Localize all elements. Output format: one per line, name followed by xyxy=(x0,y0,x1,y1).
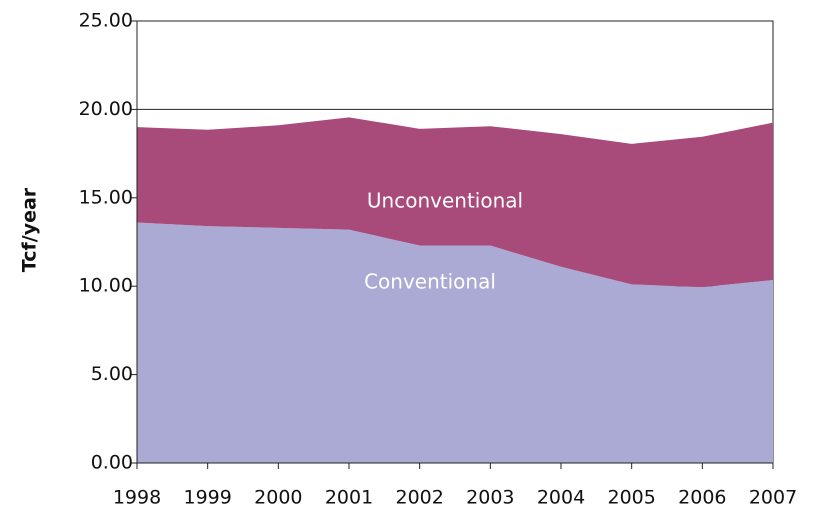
area xyxy=(137,222,773,463)
area-label: Unconventional xyxy=(367,189,523,213)
x-tick-label: 1998 xyxy=(113,487,161,509)
x-tick-label: 1999 xyxy=(183,487,231,509)
y-tick-label: 15.00 xyxy=(79,186,133,208)
x-tick-label: 2003 xyxy=(466,487,514,509)
area-label: Conventional xyxy=(364,270,496,294)
y-tick-label: 20.00 xyxy=(79,98,133,120)
x-tick-label: 2007 xyxy=(749,487,797,509)
y-tick-label: 5.00 xyxy=(91,363,133,385)
x-tick-label: 2000 xyxy=(254,487,302,509)
area xyxy=(137,117,773,288)
x-tick-label: 2004 xyxy=(537,487,585,509)
x-tick-label: 2002 xyxy=(395,487,443,509)
y-tick-label: 25.00 xyxy=(79,10,133,32)
x-tick-label: 2001 xyxy=(325,487,373,509)
y-tick-label: 0.00 xyxy=(91,452,133,474)
y-axis-label: Tcf/year xyxy=(19,187,41,272)
y-tick-label: 10.00 xyxy=(79,275,133,297)
x-tick-label: 2005 xyxy=(607,487,655,509)
x-tick-label: 2006 xyxy=(678,487,726,509)
